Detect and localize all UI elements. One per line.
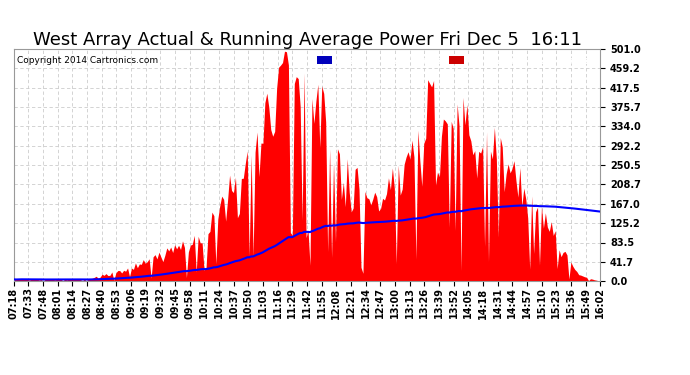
- Legend: Average  (DC Watts), West Array  (DC Watts): Average (DC Watts), West Array (DC Watts…: [315, 54, 595, 68]
- Text: Copyright 2014 Cartronics.com: Copyright 2014 Cartronics.com: [17, 56, 158, 65]
- Title: West Array Actual & Running Average Power Fri Dec 5  16:11: West Array Actual & Running Average Powe…: [32, 31, 582, 49]
